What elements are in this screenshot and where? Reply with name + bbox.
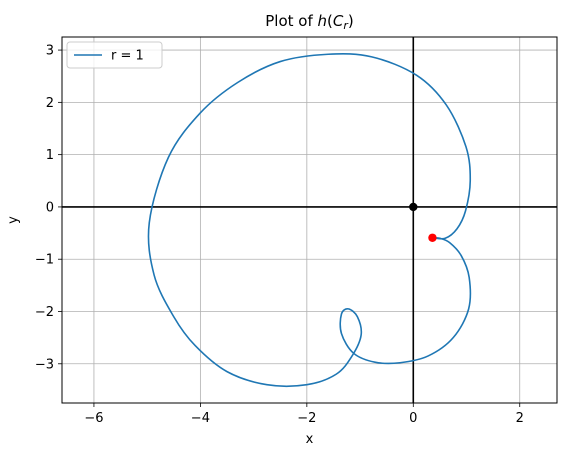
legend-entry: r = 1 bbox=[111, 49, 144, 64]
x-tick-label: −4 bbox=[191, 411, 210, 426]
title-sub: r bbox=[343, 19, 349, 32]
point-markers bbox=[409, 202, 437, 242]
y-tick-label: 3 bbox=[46, 44, 54, 59]
y-tick-label: −3 bbox=[35, 357, 54, 372]
y-tick-label: −2 bbox=[35, 305, 54, 320]
series-line bbox=[147, 53, 472, 387]
chart-title: Plot of h(Cr) bbox=[265, 12, 354, 32]
y-axis-label: y bbox=[6, 216, 21, 224]
x-tick-label: 2 bbox=[516, 411, 524, 426]
x-tick-label: −6 bbox=[84, 411, 103, 426]
x-tick-label: −2 bbox=[297, 411, 316, 426]
highlight-point bbox=[428, 233, 437, 242]
plot-frame bbox=[61, 36, 558, 404]
y-tick-label: 1 bbox=[46, 148, 54, 163]
y-ticks: −3 −2 −1 0 1 2 3 bbox=[35, 44, 62, 372]
origin-point bbox=[409, 202, 418, 212]
grid bbox=[62, 37, 557, 403]
y-tick-label: 0 bbox=[46, 200, 54, 215]
y-tick-label: −1 bbox=[35, 253, 54, 268]
legend-box bbox=[66, 41, 163, 69]
title-prefix: Plot of bbox=[265, 12, 317, 30]
curve-series bbox=[147, 53, 472, 387]
y-tick-label: 2 bbox=[46, 96, 54, 111]
title-close: ) bbox=[348, 12, 354, 30]
x-tick-label: 0 bbox=[409, 411, 417, 426]
zero-axis-lines bbox=[62, 37, 557, 403]
legend: r = 1 bbox=[66, 41, 163, 69]
title-open: ( bbox=[327, 12, 333, 30]
title-c: C bbox=[333, 12, 344, 30]
x-ticks: −6 −4 −2 0 2 bbox=[84, 403, 524, 426]
title-h: h bbox=[318, 12, 328, 30]
x-axis-label: x bbox=[306, 432, 314, 447]
